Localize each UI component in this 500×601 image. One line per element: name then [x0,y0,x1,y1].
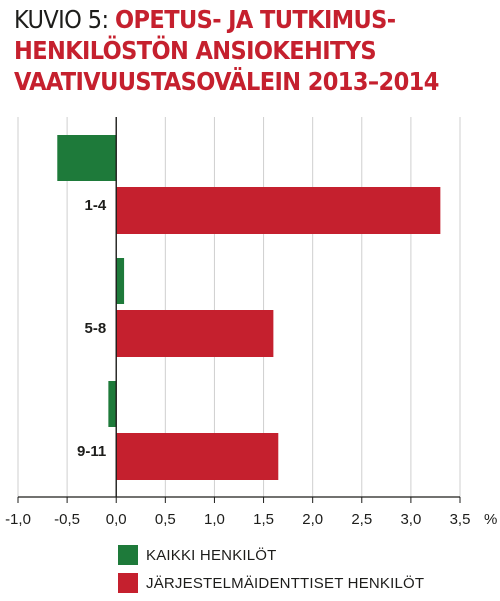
bar-5-8-series-2 [116,310,274,357]
x-tick-label: -0,5 [54,511,80,528]
legend-item-series-2: JÄRJESTELMÄIDENTTISET HENKILÖT [118,573,424,593]
chart-title-line2: HENKILÖSTÖN ANSIOKEHITYS [14,36,377,65]
gridlines [17,117,461,497]
category-label: 5-8 [85,320,107,337]
x-axis-unit: % [484,511,497,528]
legend-item-series-1: KAIKKI HENKILÖT [118,545,277,565]
chart-title-line3: VAATIVUUSTASOVÄLEIN 2013–2014 [14,67,439,96]
category-label: 9-11 [77,443,106,460]
x-tick-label: 0,5 [155,511,176,528]
x-tick-label: 1,0 [204,511,225,528]
bar-1-4-series-1 [57,135,117,181]
bar-9-11-series-1 [108,381,117,427]
chart-title-prefix: KUVIO 5: [14,5,116,34]
x-tick-label: -1,0 [5,511,31,528]
bar-1-4-series-2 [116,187,441,234]
x-tick-label: 0,0 [106,511,127,528]
chart-title: KUVIO 5: OPETUS- JA TUTKIMUS- HENKILÖSTÖ… [14,4,494,97]
labels: 1-4 5-8 9-11 -1,0 -0,5 0,0 0,5 1,0 1,5 2,0 2,5 3,0 3… [5,197,497,528]
x-tick-label: 1,5 [253,511,274,528]
x-tick-label: 3,0 [400,511,421,528]
category-label: 1-4 [85,197,107,214]
x-tick-label: 2,0 [302,511,323,528]
legend-swatch-series-2 [118,573,138,593]
bar-5-8-series-1 [116,258,125,304]
x-tick-label: 3,5 [450,511,471,528]
chart-title-line1: OPETUS- JA TUTKIMUS- [115,5,396,34]
legend-label-series-1: KAIKKI HENKILÖT [146,546,277,564]
bars [57,135,441,480]
x-tick-label: 2,5 [351,511,372,528]
legend-label-series-2: JÄRJESTELMÄIDENTTISET HENKILÖT [146,574,425,592]
axes [17,117,461,503]
legend-swatch-series-1 [118,545,138,565]
bar-9-11-series-2 [116,433,279,480]
